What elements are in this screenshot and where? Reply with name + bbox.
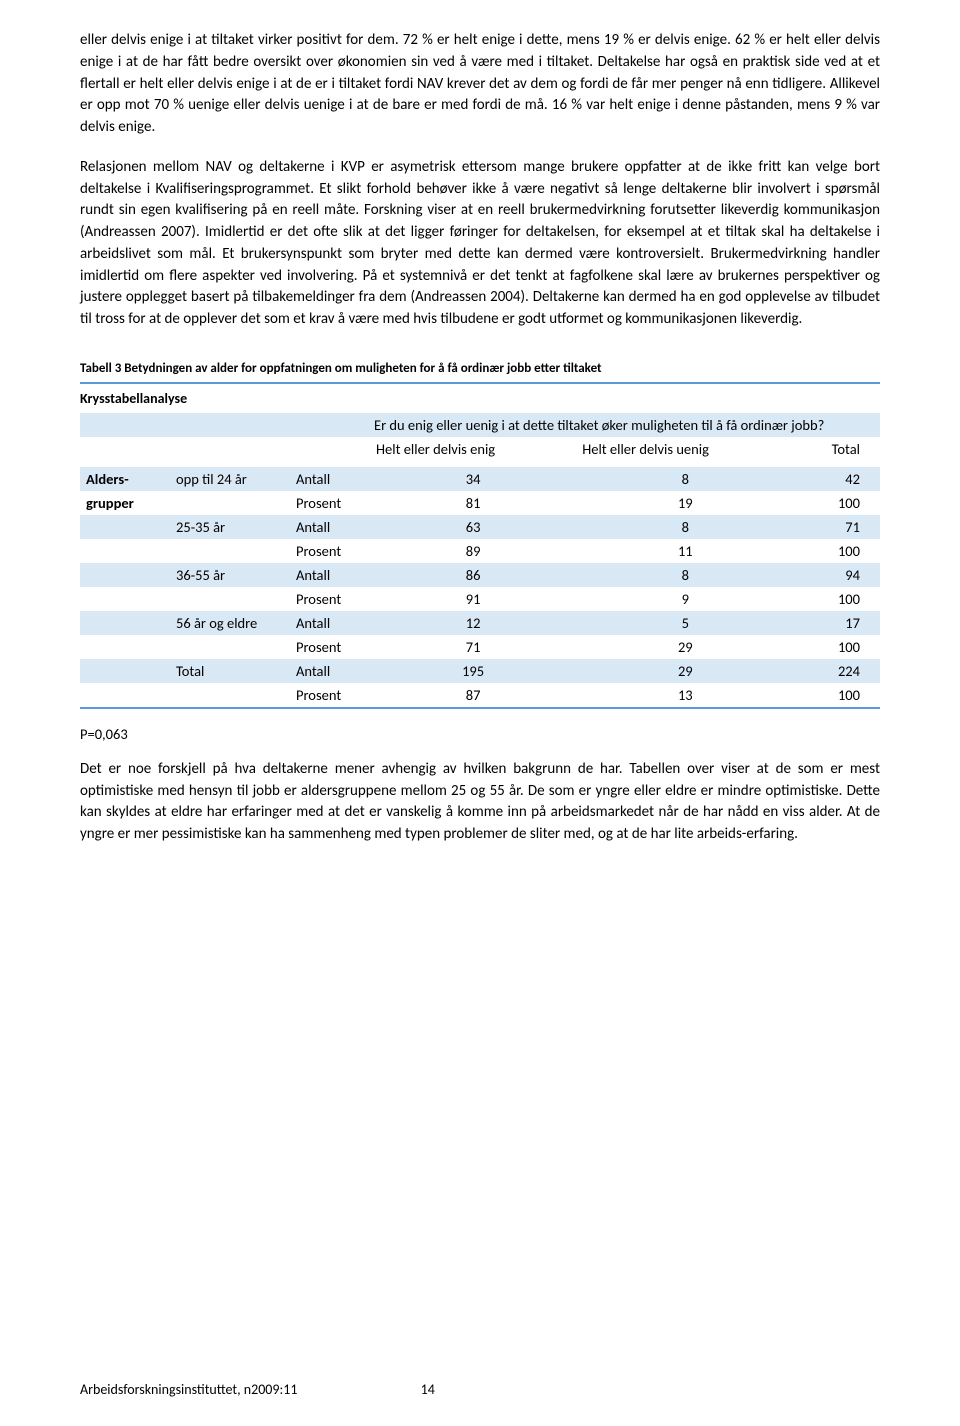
footer-page-number: 14 xyxy=(421,1381,435,1398)
cell-value: 86 xyxy=(370,563,576,587)
metric-label: Prosent xyxy=(290,635,370,659)
col-header-total: Total xyxy=(794,437,880,461)
metric-label: Antall xyxy=(290,515,370,539)
cell-value: 13 xyxy=(576,683,794,707)
cell-value: 12 xyxy=(370,611,576,635)
cell-value: 9 xyxy=(576,587,794,611)
cell-value: 34 xyxy=(370,467,576,491)
cell-value: 29 xyxy=(576,635,794,659)
cell-value: 29 xyxy=(576,659,794,683)
cell-value: 195 xyxy=(370,659,576,683)
age-label: 36-55 år xyxy=(170,563,290,587)
cell-value: 224 xyxy=(794,659,880,683)
p-value: P=0,063 xyxy=(80,725,880,743)
table-row: 25-35 år Antall 63 8 71 xyxy=(80,515,880,539)
metric-label: Antall xyxy=(290,659,370,683)
table-row: Prosent 91 9 100 xyxy=(80,587,880,611)
metric-label: Prosent xyxy=(290,683,370,707)
age-label: 56 år og eldre xyxy=(170,611,290,635)
age-label: 25-35 år xyxy=(170,515,290,539)
table-row: Prosent 87 13 100 xyxy=(80,683,880,707)
cell-value: 100 xyxy=(794,683,880,707)
metric-label: Prosent xyxy=(290,587,370,611)
cell-value: 87 xyxy=(370,683,576,707)
rowgroup-label-1: Alders- xyxy=(80,467,170,491)
metric-label: Prosent xyxy=(290,539,370,563)
cell-value: 42 xyxy=(794,467,880,491)
col-header-agree: Helt eller delvis enig xyxy=(370,437,576,461)
cell-value: 11 xyxy=(576,539,794,563)
footer-source: Arbeidsforskningsinstituttet, n2009:11 xyxy=(80,1381,297,1398)
cell-value: 81 xyxy=(370,491,576,515)
crosstab-table: Krysstabellanalyse Er du enig eller ueni… xyxy=(80,382,880,709)
cell-value: 8 xyxy=(576,515,794,539)
table-row: Total Antall 195 29 224 xyxy=(80,659,880,683)
cell-value: 8 xyxy=(576,563,794,587)
age-label: Total xyxy=(170,659,290,683)
table-caption: Tabell 3 Betydningen av alder for oppfat… xyxy=(80,361,880,376)
cell-value: 94 xyxy=(794,563,880,587)
metric-label: Prosent xyxy=(290,491,370,515)
table-row: Prosent 71 29 100 xyxy=(80,635,880,659)
cell-value: 71 xyxy=(370,635,576,659)
body-paragraph-3: Det er noe forskjell på hva deltakerne m… xyxy=(80,759,880,846)
table-row: grupper Prosent 81 19 100 xyxy=(80,491,880,515)
cell-value: 100 xyxy=(794,491,880,515)
column-header-row: Helt eller delvis enig Helt eller delvis… xyxy=(80,437,880,461)
metric-label: Antall xyxy=(290,563,370,587)
cell-value: 5 xyxy=(576,611,794,635)
table-row: 56 år og eldre Antall 12 5 17 xyxy=(80,611,880,635)
question-row: Er du enig eller uenig i at dette tiltak… xyxy=(80,413,880,437)
cell-value: 63 xyxy=(370,515,576,539)
cell-value: 100 xyxy=(794,587,880,611)
cell-value: 100 xyxy=(794,635,880,659)
metric-label: Antall xyxy=(290,467,370,491)
metric-label: Antall xyxy=(290,611,370,635)
body-paragraph-2: Relasjonen mellom NAV og deltakerne i KV… xyxy=(80,157,880,331)
question-text: Er du enig eller uenig i at dette tiltak… xyxy=(370,413,880,437)
age-label: opp til 24 år xyxy=(170,467,290,491)
body-paragraph-1: eller delvis enige i at tiltaket virker … xyxy=(80,30,880,139)
table-row: Alders- opp til 24 år Antall 34 8 42 xyxy=(80,467,880,491)
page-footer: Arbeidsforskningsinstituttet, n2009:11 1… xyxy=(80,1381,435,1398)
cell-value: 91 xyxy=(370,587,576,611)
data-table: Er du enig eller uenig i at dette tiltak… xyxy=(80,413,880,707)
cell-value: 100 xyxy=(794,539,880,563)
table-row: Prosent 89 11 100 xyxy=(80,539,880,563)
table-row: 36-55 år Antall 86 8 94 xyxy=(80,563,880,587)
col-header-disagree: Helt eller delvis uenig xyxy=(576,437,794,461)
rowgroup-label-2: grupper xyxy=(80,491,170,515)
cell-value: 89 xyxy=(370,539,576,563)
cell-value: 71 xyxy=(794,515,880,539)
cell-value: 19 xyxy=(576,491,794,515)
cell-value: 17 xyxy=(794,611,880,635)
cell-value: 8 xyxy=(576,467,794,491)
crosstab-label: Krysstabellanalyse xyxy=(80,390,880,407)
